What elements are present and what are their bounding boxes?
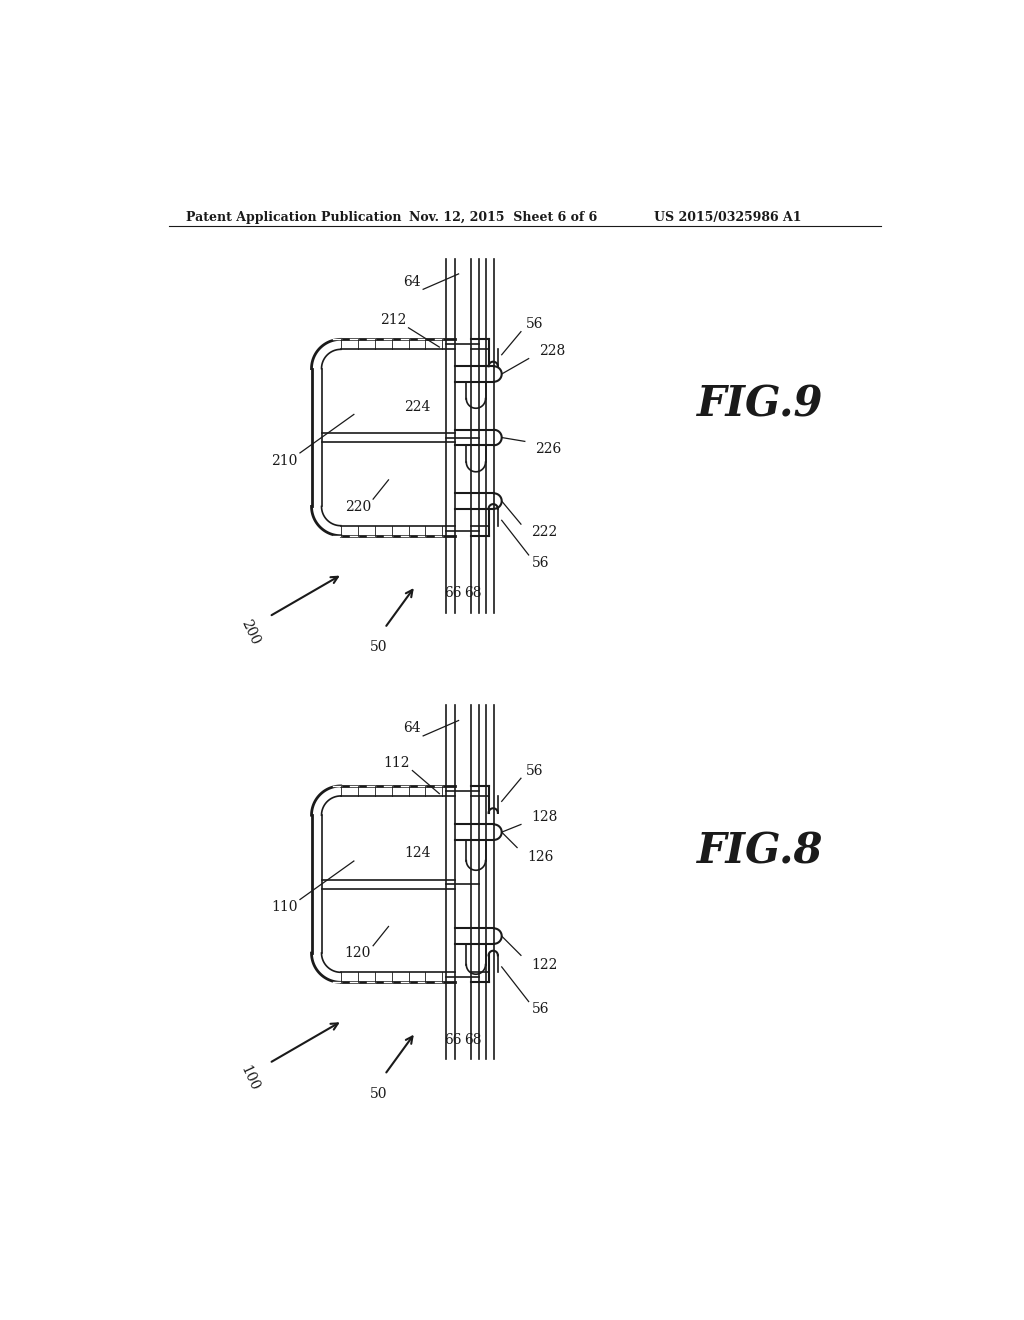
Text: 66: 66 [443, 1034, 461, 1047]
Text: 228: 228 [539, 345, 565, 358]
Text: 120: 120 [344, 946, 371, 961]
Text: 220: 220 [345, 500, 371, 513]
Text: 64: 64 [402, 275, 421, 289]
Text: 222: 222 [530, 525, 557, 539]
Text: 100: 100 [238, 1064, 262, 1093]
Text: 56: 56 [526, 317, 544, 331]
Text: 212: 212 [380, 313, 407, 327]
Text: 56: 56 [526, 763, 544, 777]
Text: 224: 224 [403, 400, 430, 413]
Text: 50: 50 [370, 640, 387, 655]
Text: 226: 226 [535, 442, 561, 457]
Text: Patent Application Publication: Patent Application Publication [186, 211, 401, 224]
Text: US 2015/0325986 A1: US 2015/0325986 A1 [654, 211, 802, 224]
Text: 128: 128 [530, 809, 557, 824]
Text: FIG.9: FIG.9 [696, 384, 823, 426]
Text: 124: 124 [403, 846, 430, 861]
Text: Nov. 12, 2015  Sheet 6 of 6: Nov. 12, 2015 Sheet 6 of 6 [410, 211, 598, 224]
Text: 110: 110 [271, 900, 298, 915]
Text: 66: 66 [443, 586, 461, 601]
Text: FIG.8: FIG.8 [696, 830, 823, 873]
Text: 64: 64 [402, 721, 421, 735]
Text: 200: 200 [238, 616, 262, 647]
Text: 50: 50 [370, 1086, 387, 1101]
Text: 210: 210 [271, 454, 298, 467]
Text: 56: 56 [531, 1002, 549, 1016]
Text: 126: 126 [527, 850, 553, 863]
Text: 112: 112 [384, 756, 411, 770]
Text: 68: 68 [464, 586, 481, 601]
Text: 68: 68 [464, 1034, 481, 1047]
Text: 122: 122 [530, 958, 557, 973]
Text: 56: 56 [531, 556, 549, 570]
